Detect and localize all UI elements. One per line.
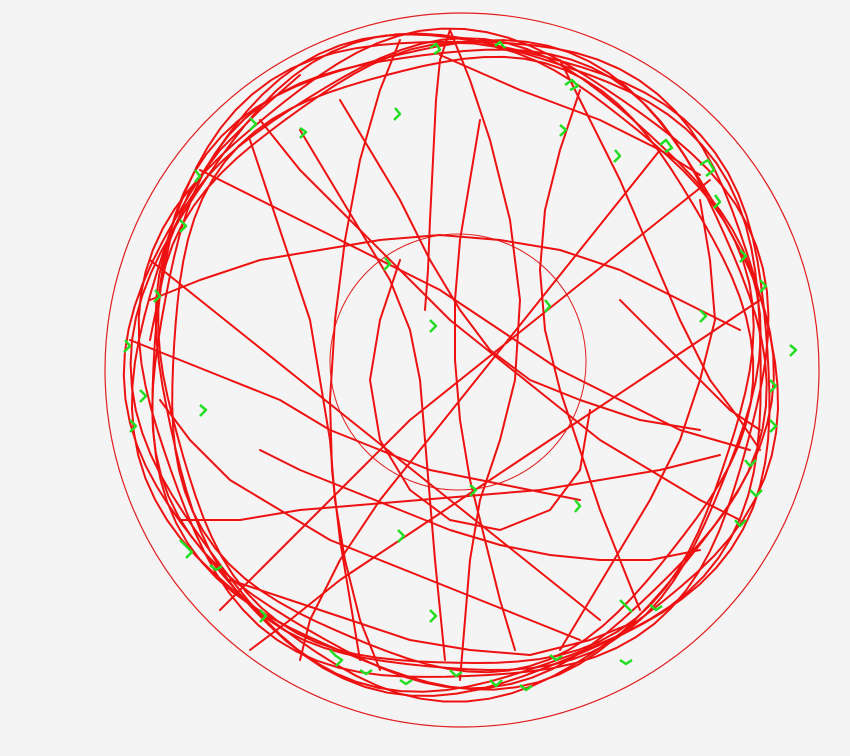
pause-mark: [209, 564, 223, 572]
pause-mark: [393, 107, 402, 121]
pause-mark: [329, 649, 344, 667]
pause-mark: [713, 194, 722, 209]
pause-mark: [469, 484, 478, 497]
pause-mark: [613, 149, 622, 163]
track-path: [259, 119, 741, 521]
track-path: [424, 29, 451, 311]
pause-mark: [769, 379, 778, 393]
track-path: [454, 119, 516, 651]
track-path: [129, 339, 581, 501]
pause-mark: [749, 489, 763, 498]
pause-mark: [544, 299, 552, 313]
track-path: [199, 169, 751, 451]
pause-mark: [734, 519, 747, 528]
outer-boundary-circle: [104, 12, 820, 728]
pause-mark: [494, 40, 506, 49]
track-path: [249, 139, 381, 671]
pause-mark: [559, 124, 568, 137]
perimeter-track-path: [137, 27, 770, 678]
track-path: [259, 449, 701, 561]
pause-mark: [564, 78, 580, 92]
track-path: [329, 39, 401, 661]
track-path: [449, 29, 521, 681]
pause-mark: [383, 257, 392, 271]
pause-mark: [649, 604, 663, 612]
track-path: [559, 199, 716, 651]
track-path: [149, 259, 601, 621]
pause-mark: [699, 309, 708, 323]
pause-mark: [769, 419, 778, 433]
pause-mark: [789, 344, 798, 357]
perimeter-track-path: [171, 55, 755, 674]
pause-mark: [359, 668, 373, 676]
pause-mark: [153, 289, 162, 303]
pause-mark: [199, 404, 208, 417]
pause-mark: [249, 117, 258, 131]
track-path: [219, 179, 711, 611]
track-path: [539, 89, 641, 611]
track-path: [159, 399, 581, 641]
track-path: [299, 129, 446, 661]
pause-mark: [259, 609, 268, 623]
pause-mark: [429, 42, 442, 56]
pause-mark: [179, 219, 188, 233]
track-path: [249, 299, 761, 651]
track-path: [299, 149, 661, 661]
pause-mark: [194, 169, 202, 183]
pause-mark: [179, 539, 194, 559]
pause-mark: [429, 319, 438, 333]
pause-mark: [397, 529, 406, 543]
track-path: [179, 454, 721, 521]
track-path: [149, 234, 741, 331]
pause-mark: [549, 654, 563, 662]
pause-mark: [299, 126, 308, 139]
pause-mark: [399, 678, 413, 686]
pause-mark: [739, 249, 748, 263]
inner-zone-circle: [329, 233, 587, 491]
pause-mark: [489, 679, 503, 688]
pause-mark: [619, 658, 633, 666]
pause-mark: [129, 419, 138, 433]
pause-mark: [574, 499, 582, 513]
pause-mark: [744, 459, 757, 468]
track-path: [339, 99, 701, 431]
pause-mark: [449, 669, 463, 678]
pause-mark: [429, 609, 438, 623]
pause-mark: [759, 279, 768, 293]
pause-mark: [699, 158, 716, 177]
pause-mark: [519, 684, 533, 692]
pause-mark: [659, 138, 674, 154]
pause-mark: [619, 599, 633, 613]
pause-segments: [123, 40, 798, 692]
pause-mark: [123, 339, 132, 353]
pause-mark: [139, 389, 148, 403]
